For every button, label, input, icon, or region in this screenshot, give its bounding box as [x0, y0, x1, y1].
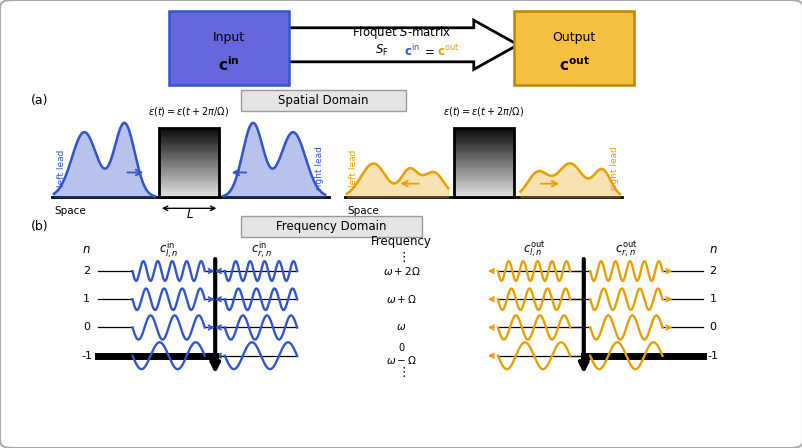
- Text: Spatial Domain: Spatial Domain: [277, 94, 368, 107]
- Text: 0: 0: [398, 343, 404, 353]
- Text: $\omega$: $\omega$: [396, 323, 406, 332]
- Bar: [453, 167, 513, 169]
- Bar: [453, 176, 513, 179]
- Bar: [159, 155, 219, 158]
- Bar: [159, 153, 219, 155]
- Bar: [159, 190, 219, 193]
- Bar: [453, 146, 513, 148]
- Text: (b): (b): [30, 220, 48, 233]
- Bar: [159, 128, 219, 197]
- Bar: [159, 128, 219, 130]
- Text: $\vdots$: $\vdots$: [396, 365, 406, 379]
- Text: Frequency: Frequency: [371, 234, 431, 248]
- Bar: [159, 130, 219, 132]
- Text: $\mathbf{c}^\mathbf{out}$: $\mathbf{c}^\mathbf{out}$: [558, 56, 589, 74]
- Text: left lead: left lead: [57, 149, 67, 187]
- Bar: [453, 183, 513, 185]
- Text: $\epsilon(t)=\epsilon(t+2\pi/\Omega)$: $\epsilon(t)=\epsilon(t+2\pi/\Omega)$: [442, 104, 524, 118]
- Bar: [159, 179, 219, 181]
- Text: $S_\mathrm{F}$: $S_\mathrm{F}$: [375, 43, 388, 58]
- Polygon shape: [287, 20, 517, 69]
- Bar: [159, 139, 219, 142]
- Bar: [453, 165, 513, 167]
- Bar: [159, 188, 219, 190]
- FancyBboxPatch shape: [168, 11, 289, 85]
- Text: -1: -1: [81, 351, 92, 361]
- Bar: [453, 158, 513, 160]
- Text: -1: -1: [707, 351, 718, 361]
- Bar: [159, 174, 219, 176]
- Text: $c_{l,n}^\mathrm{in}$: $c_{l,n}^\mathrm{in}$: [159, 240, 178, 260]
- Text: $L$: $L$: [185, 207, 193, 221]
- Bar: [159, 172, 219, 174]
- Text: $c_{l,n}^\mathrm{out}$: $c_{l,n}^\mathrm{out}$: [522, 240, 545, 260]
- Bar: [453, 162, 513, 165]
- Bar: [453, 134, 513, 137]
- Text: 0: 0: [709, 323, 715, 332]
- Bar: [453, 195, 513, 197]
- Text: Space: Space: [346, 206, 379, 215]
- Text: 2: 2: [83, 266, 90, 276]
- Text: $n$: $n$: [83, 243, 91, 257]
- Bar: [159, 158, 219, 160]
- FancyBboxPatch shape: [513, 11, 634, 85]
- Text: (a): (a): [30, 94, 48, 108]
- FancyBboxPatch shape: [241, 216, 421, 237]
- Bar: [453, 130, 513, 132]
- Bar: [453, 151, 513, 153]
- Text: $\omega+2\Omega$: $\omega+2\Omega$: [383, 265, 419, 277]
- Text: $n$: $n$: [708, 243, 716, 257]
- Text: $\mathbf{c}^\mathbf{in}$: $\mathbf{c}^\mathbf{in}$: [218, 56, 239, 74]
- Bar: [453, 153, 513, 155]
- Bar: [453, 128, 513, 197]
- Text: $\vdots$: $\vdots$: [396, 250, 406, 264]
- Text: $\mathbf{c}^\mathrm{out}$: $\mathbf{c}^\mathrm{out}$: [436, 43, 459, 58]
- Text: $\omega-\Omega$: $\omega-\Omega$: [386, 354, 416, 366]
- Text: Space: Space: [55, 206, 87, 215]
- Text: $\omega+\Omega$: $\omega+\Omega$: [386, 293, 416, 305]
- Bar: [159, 165, 219, 167]
- Text: $\epsilon(t)=\epsilon(t+2\pi/\Omega)$: $\epsilon(t)=\epsilon(t+2\pi/\Omega)$: [148, 104, 229, 118]
- Bar: [453, 179, 513, 181]
- Bar: [453, 155, 513, 158]
- Bar: [453, 144, 513, 146]
- Text: $c_{r,n}^\mathrm{in}$: $c_{r,n}^\mathrm{in}$: [250, 240, 271, 260]
- Text: right lead: right lead: [609, 146, 618, 190]
- Text: $=$: $=$: [422, 44, 435, 57]
- Bar: [453, 188, 513, 190]
- Bar: [453, 148, 513, 151]
- Bar: [159, 181, 219, 183]
- Text: 2: 2: [709, 266, 715, 276]
- Bar: [453, 128, 513, 130]
- Bar: [159, 185, 219, 188]
- FancyBboxPatch shape: [241, 90, 405, 111]
- Text: Input: Input: [213, 30, 245, 44]
- Bar: [159, 144, 219, 146]
- Bar: [453, 181, 513, 183]
- Bar: [159, 137, 219, 139]
- Text: 1: 1: [709, 294, 715, 304]
- Bar: [453, 190, 513, 193]
- Text: Floquet $S$-matrix: Floquet $S$-matrix: [351, 24, 451, 41]
- Bar: [159, 193, 219, 195]
- Bar: [159, 142, 219, 144]
- Bar: [159, 167, 219, 169]
- Text: $\mathbf{c}^\mathrm{in}$: $\mathbf{c}^\mathrm{in}$: [403, 43, 419, 59]
- Bar: [159, 146, 219, 148]
- Text: $c_{r,n}^\mathrm{out}$: $c_{r,n}^\mathrm{out}$: [614, 240, 637, 260]
- Text: 1: 1: [83, 294, 90, 304]
- Text: Frequency Domain: Frequency Domain: [276, 220, 386, 233]
- Bar: [159, 176, 219, 179]
- Text: right lead: right lead: [314, 146, 324, 190]
- Bar: [159, 169, 219, 172]
- Bar: [453, 174, 513, 176]
- Bar: [453, 137, 513, 139]
- Bar: [159, 160, 219, 162]
- Bar: [453, 185, 513, 188]
- Bar: [453, 169, 513, 172]
- Bar: [159, 132, 219, 134]
- Bar: [159, 148, 219, 151]
- Bar: [453, 142, 513, 144]
- Bar: [159, 134, 219, 137]
